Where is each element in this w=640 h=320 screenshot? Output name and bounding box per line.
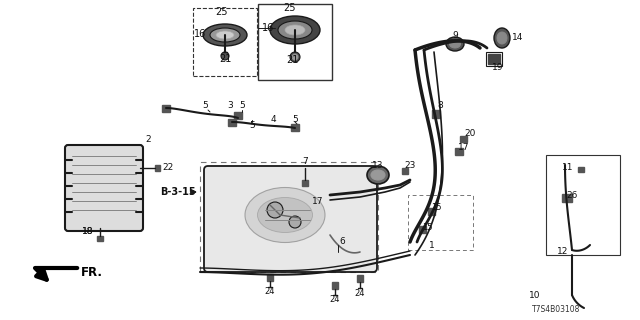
- Bar: [562, 194, 572, 202]
- Text: 25: 25: [284, 3, 296, 13]
- Text: 5: 5: [239, 101, 245, 110]
- Text: 3: 3: [227, 100, 233, 109]
- Text: 25: 25: [216, 7, 228, 17]
- Ellipse shape: [270, 16, 320, 44]
- Bar: [267, 274, 273, 281]
- Bar: [488, 54, 500, 64]
- Ellipse shape: [371, 170, 385, 180]
- Ellipse shape: [367, 166, 389, 184]
- FancyBboxPatch shape: [204, 166, 377, 272]
- FancyBboxPatch shape: [65, 145, 143, 231]
- Text: 14: 14: [512, 34, 524, 43]
- Text: 2: 2: [145, 135, 151, 145]
- Ellipse shape: [494, 28, 510, 48]
- Text: 16: 16: [262, 23, 274, 33]
- Text: 5: 5: [292, 116, 298, 124]
- Ellipse shape: [449, 40, 461, 48]
- Circle shape: [292, 54, 298, 60]
- Circle shape: [221, 52, 229, 60]
- Bar: [402, 168, 408, 174]
- Bar: [234, 112, 242, 119]
- Text: T7S4B03108: T7S4B03108: [532, 306, 580, 315]
- Text: 13: 13: [372, 161, 384, 170]
- Circle shape: [289, 216, 301, 228]
- Text: 1: 1: [429, 241, 435, 250]
- Text: 24: 24: [355, 289, 365, 298]
- Bar: [432, 110, 440, 118]
- Text: 17: 17: [458, 143, 470, 153]
- Text: B-3-15: B-3-15: [160, 187, 196, 197]
- Text: 10: 10: [529, 291, 541, 300]
- Bar: [162, 105, 170, 112]
- Ellipse shape: [245, 188, 325, 243]
- Bar: [228, 119, 236, 126]
- Bar: [357, 275, 363, 282]
- Text: 6: 6: [339, 237, 345, 246]
- Bar: [200, 162, 378, 272]
- Ellipse shape: [278, 21, 312, 39]
- Text: 12: 12: [557, 247, 569, 257]
- Bar: [302, 180, 308, 186]
- Bar: [419, 226, 426, 233]
- Text: 24: 24: [330, 295, 340, 305]
- Bar: [408, 195, 473, 250]
- Text: 15: 15: [431, 203, 441, 212]
- Text: 20: 20: [464, 130, 476, 139]
- Text: 18: 18: [83, 228, 93, 236]
- Bar: [428, 208, 435, 215]
- Ellipse shape: [210, 28, 240, 42]
- Text: 4: 4: [270, 116, 276, 124]
- Bar: [258, 4, 332, 80]
- Ellipse shape: [257, 197, 312, 233]
- Text: 17: 17: [312, 197, 324, 206]
- Text: 11: 11: [563, 164, 573, 172]
- Text: 5: 5: [202, 101, 208, 110]
- Text: 18: 18: [83, 228, 93, 236]
- Circle shape: [267, 202, 283, 218]
- Ellipse shape: [285, 25, 305, 35]
- Bar: [155, 165, 160, 171]
- Ellipse shape: [203, 24, 247, 46]
- Text: 26: 26: [566, 190, 578, 199]
- Text: 7: 7: [302, 157, 308, 166]
- Text: 8: 8: [437, 100, 443, 109]
- Bar: [455, 148, 463, 155]
- Text: FR.: FR.: [81, 266, 103, 278]
- Text: 9: 9: [452, 30, 458, 39]
- Text: 22: 22: [163, 164, 173, 172]
- Ellipse shape: [497, 32, 507, 44]
- Text: 16: 16: [194, 29, 206, 39]
- Ellipse shape: [446, 37, 464, 51]
- Bar: [578, 167, 584, 172]
- Bar: [193, 8, 257, 76]
- Circle shape: [290, 52, 300, 62]
- Bar: [546, 155, 620, 255]
- Bar: [460, 136, 467, 142]
- Text: 21: 21: [219, 54, 231, 64]
- Bar: [97, 236, 103, 241]
- Ellipse shape: [216, 31, 234, 39]
- Text: 23: 23: [404, 162, 416, 171]
- Bar: [332, 282, 338, 289]
- Bar: [291, 124, 299, 131]
- Text: 24: 24: [265, 287, 275, 297]
- Text: 19: 19: [492, 63, 504, 73]
- Text: 21: 21: [286, 55, 298, 65]
- Bar: [486, 52, 502, 66]
- Text: 15: 15: [422, 223, 432, 233]
- Text: 5: 5: [249, 122, 255, 131]
